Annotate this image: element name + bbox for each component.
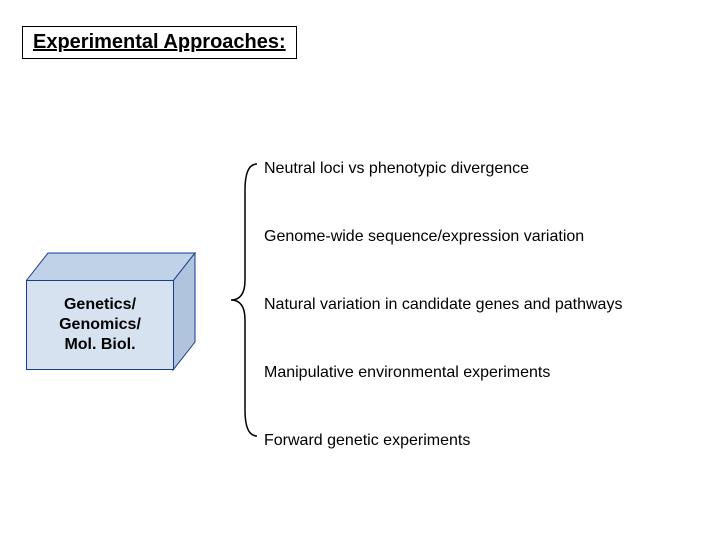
brace-svg — [225, 160, 265, 440]
brace-path — [231, 164, 257, 436]
curly-brace — [225, 160, 265, 440]
list-item: Neutral loci vs phenotypic divergence — [264, 160, 694, 178]
cube-3d: Genetics/ Genomics/ Mol. Biol. — [26, 252, 196, 372]
items-list: Neutral loci vs phenotypic divergence Ge… — [264, 160, 694, 450]
cube-front-face: Genetics/ Genomics/ Mol. Biol. — [26, 280, 174, 370]
title-box: Experimental Approaches: — [22, 26, 297, 59]
cube-label-line2: Genomics/ — [59, 316, 141, 333]
list-item: Natural variation in candidate genes and… — [264, 296, 694, 314]
cube-label-line1: Genetics/ — [64, 296, 136, 313]
title-text: Experimental Approaches: — [33, 31, 286, 53]
list-item: Genome-wide sequence/expression variatio… — [264, 228, 694, 246]
list-item: Manipulative environmental experiments — [264, 364, 694, 382]
cube-label: Genetics/ Genomics/ Mol. Biol. — [59, 295, 141, 355]
cube-label-line3: Mol. Biol. — [64, 336, 135, 353]
cube-side-poly — [173, 253, 195, 370]
list-item: Forward genetic experiments — [264, 432, 694, 450]
